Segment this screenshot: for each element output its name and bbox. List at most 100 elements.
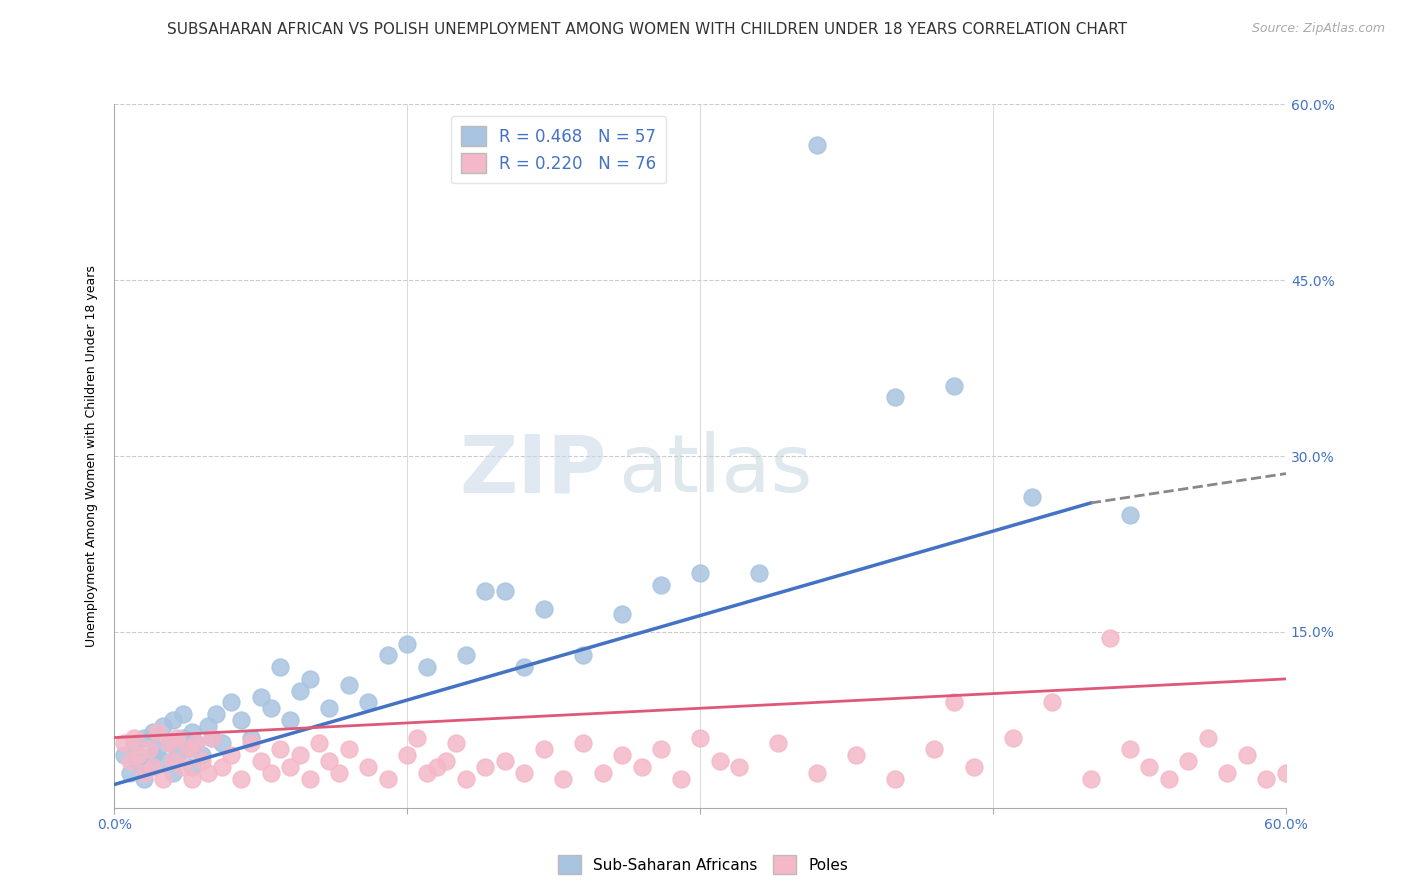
Point (434, 754, 457, 768)
Point (1001, 731, 1024, 745)
Point (318, 701, 340, 715)
Point (132, 765, 155, 780)
Point (474, 760, 496, 774)
Point (454, 648, 477, 663)
Text: SUBSAHARAN AFRICAN VS POLISH UNEMPLOYMENT AMONG WOMEN WITH CHILDREN UNDER 18 YEA: SUBSAHARAN AFRICAN VS POLISH UNEMPLOYMEN… (167, 22, 1126, 37)
Point (122, 731, 145, 745)
Point (425, 760, 447, 774)
Point (943, 695, 966, 709)
Text: Source: ZipAtlas.com: Source: ZipAtlas.com (1251, 22, 1385, 36)
Point (924, 742, 946, 756)
Point (201, 731, 224, 745)
Point (689, 731, 711, 745)
Point (240, 731, 263, 745)
Point (1099, 631, 1122, 645)
Point (221, 695, 243, 709)
Point (377, 648, 399, 663)
Point (138, 742, 160, 756)
Point (132, 731, 155, 745)
Point (1177, 754, 1199, 768)
Point (197, 719, 219, 733)
Point (211, 760, 233, 774)
Point (211, 736, 233, 750)
Point (298, 772, 321, 786)
Point (138, 760, 160, 774)
Point (610, 748, 633, 763)
Point (127, 754, 149, 768)
Point (533, 742, 555, 756)
Point (112, 748, 135, 763)
Point (962, 760, 984, 774)
Point (166, 731, 188, 745)
Point (172, 731, 194, 745)
Text: atlas: atlas (619, 431, 813, 509)
Point (1021, 490, 1043, 504)
Point (288, 683, 311, 698)
Point (377, 772, 399, 786)
Point (806, 138, 828, 153)
Point (127, 748, 149, 763)
Point (1137, 760, 1160, 774)
Point (572, 648, 595, 663)
Point (157, 736, 180, 750)
Point (162, 754, 184, 768)
Point (181, 772, 204, 786)
Point (146, 742, 169, 756)
Point (845, 748, 868, 763)
Point (221, 748, 243, 763)
Point (494, 754, 516, 768)
Point (592, 765, 614, 780)
Point (406, 731, 429, 745)
Point (1119, 508, 1142, 522)
Point (152, 772, 174, 786)
Point (553, 772, 575, 786)
Legend: R = 0.468   N = 57, R = 0.220   N = 76: R = 0.468 N = 57, R = 0.220 N = 76 (451, 116, 666, 183)
Point (1080, 772, 1102, 786)
Point (1040, 695, 1063, 709)
Point (884, 772, 907, 786)
Point (249, 754, 271, 768)
Point (1157, 772, 1180, 786)
Point (513, 660, 536, 674)
Point (259, 765, 281, 780)
Point (172, 707, 194, 722)
Point (474, 583, 496, 598)
Point (806, 765, 828, 780)
Point (177, 742, 200, 756)
Point (186, 736, 208, 750)
Legend: Sub-Saharan Africans, Poles: Sub-Saharan Africans, Poles (553, 849, 853, 880)
Point (884, 390, 907, 404)
Point (630, 760, 652, 774)
Point (122, 736, 145, 750)
Point (288, 748, 311, 763)
Point (454, 772, 477, 786)
Point (278, 713, 301, 727)
Point (197, 765, 219, 780)
Point (269, 660, 291, 674)
Point (166, 748, 188, 763)
Point (748, 566, 770, 581)
Point (572, 736, 595, 750)
Point (318, 754, 340, 768)
Point (650, 742, 672, 756)
Point (943, 378, 966, 392)
Point (337, 678, 360, 692)
Point (396, 748, 419, 763)
Point (269, 742, 291, 756)
Point (201, 731, 224, 745)
Point (1197, 731, 1219, 745)
Point (513, 765, 536, 780)
Point (205, 707, 228, 722)
Point (494, 583, 516, 598)
Point (146, 724, 169, 739)
Point (357, 760, 380, 774)
Point (186, 736, 208, 750)
Point (118, 765, 141, 780)
Point (337, 742, 360, 756)
Point (1236, 748, 1258, 763)
Point (298, 672, 321, 686)
Point (1256, 772, 1278, 786)
Point (768, 736, 790, 750)
Point (172, 760, 194, 774)
Point (112, 736, 135, 750)
